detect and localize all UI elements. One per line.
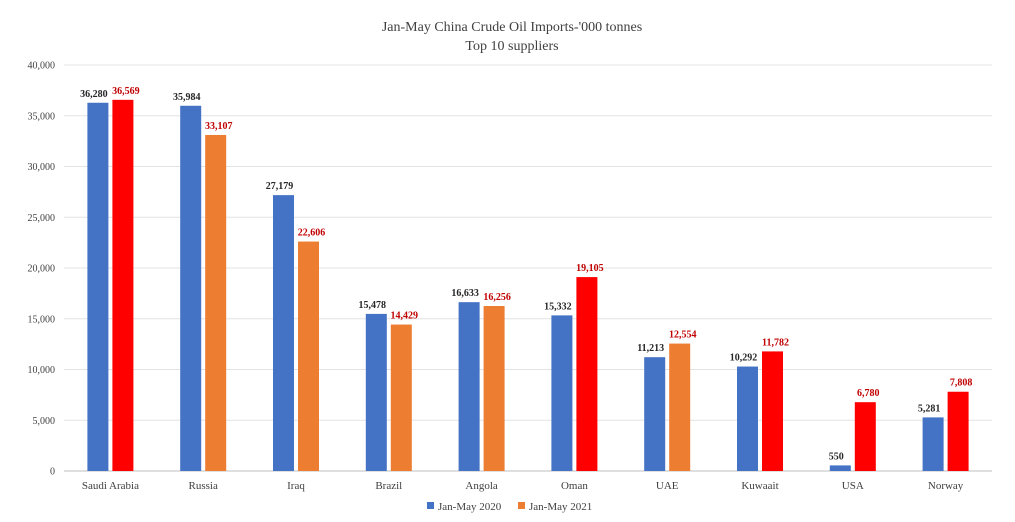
- legend-swatch-2021: [518, 502, 525, 509]
- y-tick-label: 15,000: [28, 314, 56, 325]
- data-label: 19,105: [576, 263, 604, 274]
- legend: Jan-May 2020 Jan-May 2021: [427, 501, 592, 513]
- y-tick-label: 10,000: [28, 365, 56, 376]
- bar: [483, 306, 505, 471]
- bar: [180, 105, 202, 472]
- chart-title: Jan-May China Crude Oil Imports-'000 ton…: [382, 20, 642, 35]
- data-label: 16,633: [451, 288, 479, 299]
- y-tick-label: 40,000: [28, 61, 56, 72]
- x-tick-label: Brazil: [375, 480, 402, 492]
- data-label: 10,292: [730, 353, 758, 364]
- bar: [458, 302, 480, 471]
- bar: [87, 102, 109, 472]
- bar: [829, 465, 851, 471]
- bar: [922, 417, 944, 471]
- bar: [273, 195, 294, 471]
- data-label: 11,213: [637, 343, 664, 354]
- bar: [390, 324, 412, 471]
- bar: [205, 134, 227, 472]
- data-label: 27,179: [266, 181, 294, 192]
- y-tick-label: 35,000: [28, 111, 56, 122]
- legend-label-2021: Jan-May 2021: [529, 501, 592, 513]
- y-axis-ticks: 0 5,000 10,000 15,000 20,000 25,000 30,000 35,0…: [28, 61, 56, 478]
- bar: [576, 277, 598, 471]
- x-tick-label: USA: [842, 480, 864, 492]
- x-tick-label: UAE: [656, 480, 679, 492]
- data-label: 14,429: [391, 311, 419, 322]
- bar: [854, 402, 876, 471]
- data-label: 5,281: [918, 403, 941, 414]
- bar: [947, 391, 969, 471]
- bars: [87, 99, 969, 472]
- bar: [762, 351, 783, 471]
- y-tick-label: 5,000: [33, 416, 56, 427]
- data-label: 6,780: [857, 388, 880, 399]
- x-tick-label: Iraq: [287, 480, 305, 492]
- bar: [669, 343, 691, 471]
- category-labels: Saudi Arabia Russia Iraq Brazil Angola Oman UA…: [82, 480, 964, 492]
- bar: [551, 315, 573, 471]
- data-label: 33,107: [205, 121, 233, 132]
- data-label: 22,606: [298, 228, 326, 239]
- y-tick-label: 25,000: [28, 213, 56, 224]
- data-label: 36,280: [80, 89, 108, 100]
- data-label: 7,808: [950, 378, 973, 389]
- data-label: 16,256: [483, 292, 511, 303]
- bar: [298, 241, 319, 471]
- x-tick-label: Russia: [189, 480, 218, 492]
- data-labels: 36,280 36,569 35,984 33,107 27,179 22,606 15,4…: [80, 86, 972, 463]
- legend-label-2020: Jan-May 2020: [438, 501, 502, 513]
- y-tick-label: 30,000: [28, 162, 56, 173]
- data-label: 550: [829, 451, 844, 462]
- legend-swatch-2020: [427, 502, 434, 509]
- data-label: 11,782: [762, 337, 789, 348]
- x-tick-label: Kuwaait: [741, 480, 778, 492]
- bar: [112, 99, 134, 472]
- data-label: 35,984: [173, 92, 201, 103]
- data-label: 15,478: [359, 300, 387, 311]
- x-tick-label: Oman: [561, 480, 588, 492]
- data-label: 12,554: [669, 330, 697, 341]
- y-tick-label: 0: [50, 467, 55, 478]
- chart-subtitle: Top 10 suppliers: [465, 39, 558, 54]
- x-tick-label: Norway: [928, 480, 964, 492]
- y-tick-label: 20,000: [28, 264, 56, 275]
- x-tick-label: Saudi Arabia: [82, 480, 139, 492]
- data-label: 36,569: [112, 86, 140, 97]
- bar: [737, 366, 758, 471]
- x-tick-label: Angola: [465, 480, 498, 492]
- bar: [365, 313, 387, 471]
- bar: [644, 357, 666, 471]
- data-label: 15,332: [544, 301, 572, 312]
